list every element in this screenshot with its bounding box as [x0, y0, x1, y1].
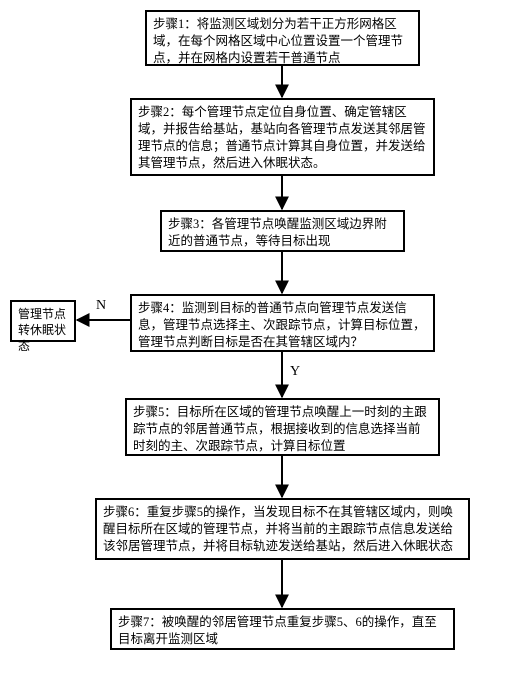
step-2-text: 步骤2：每个管理节点定位自身位置、确定管辖区域，并报告给基站，基站向各管理节点发… — [138, 105, 426, 170]
step-3-text: 步骤3：各管理节点唤醒监测区域边界附近的普通节点，等待目标出现 — [168, 217, 387, 248]
edge-label-n: N — [96, 298, 106, 314]
step-7-text: 步骤7：被唤醒的邻居管理节点重复步骤5、6的操作，直至目标离开监测区域 — [118, 615, 437, 646]
step-1-text: 步骤1：将监测区域划分为若干正方形网格区域，在每个网格区域中心位置设置一个管理节… — [153, 17, 403, 65]
step-6-text: 步骤6：重复步骤5的操作，当发现目标不在其管辖区域内，则唤醒目标所在区域的管理节… — [103, 505, 453, 553]
step-5-box: 步骤5：目标所在区域的管理节点唤醒上一时刻的主跟踪节点的邻居普通节点，根据接收到… — [125, 398, 440, 456]
step-6-box: 步骤6：重复步骤5的操作，当发现目标不在其管辖区域内，则唤醒目标所在区域的管理节… — [95, 498, 470, 560]
edge-label-y: Y — [290, 364, 300, 380]
step-3-box: 步骤3：各管理节点唤醒监测区域边界附近的普通节点，等待目标出现 — [160, 210, 405, 252]
step-7-box: 步骤7：被唤醒的邻居管理节点重复步骤5、6的操作，直至目标离开监测区域 — [110, 608, 455, 650]
step-4-box: 步骤4：监测到目标的普通节点向管理节点发送信息，管理节点选择主、次跟踪节点，计算… — [130, 294, 435, 352]
step-5-text: 步骤5：目标所在区域的管理节点唤醒上一时刻的主跟踪节点的邻居普通节点，根据接收到… — [133, 405, 427, 453]
side-sleep-text: 管理节点转休眠状态 — [18, 307, 66, 353]
step-1-box: 步骤1：将监测区域划分为若干正方形网格区域，在每个网格区域中心位置设置一个管理节… — [145, 10, 420, 66]
step-2-box: 步骤2：每个管理节点定位自身位置、确定管辖区域，并报告给基站，基站向各管理节点发… — [130, 98, 435, 176]
side-sleep-box: 管理节点转休眠状态 — [10, 300, 76, 342]
step-4-text: 步骤4：监测到目标的普通节点向管理节点发送信息，管理节点选择主、次跟踪节点，计算… — [138, 301, 426, 349]
